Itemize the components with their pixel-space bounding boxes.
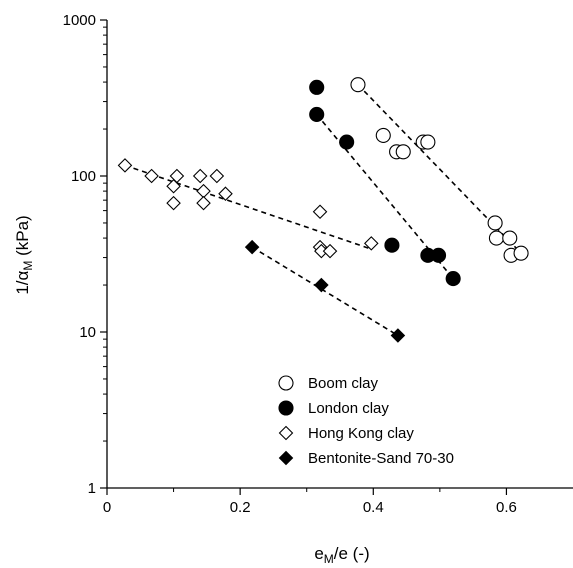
point-hong-kong-clay — [364, 236, 379, 251]
legend: Boom clay London clay Hong Kong clay Benton… — [278, 375, 454, 467]
legend-label-hong-kong-clay: Hong Kong clay — [308, 425, 414, 442]
legend-marker-london-clay — [278, 400, 294, 416]
point-hong-kong-clay — [144, 168, 159, 184]
x-tick-label: 0.6 — [496, 499, 517, 516]
point-hong-kong-clay — [209, 168, 225, 184]
point-hong-kong-clay — [192, 168, 208, 184]
point-hong-kong-clay — [166, 195, 181, 211]
point-boom-clay — [502, 230, 518, 246]
point-london-clay — [430, 247, 447, 263]
legend-marker-hong-kong-clay — [278, 425, 294, 441]
point-boom-clay — [487, 215, 503, 231]
point-boom-clay — [350, 77, 366, 93]
legend-marker-bentonite-sand-70-30 — [278, 450, 294, 466]
point-boom-clay — [513, 245, 529, 261]
point-boom-clay — [420, 134, 436, 150]
point-london-clay — [445, 271, 461, 287]
point-bentonite-sand-70-30 — [390, 328, 406, 343]
point-hong-kong-clay — [312, 204, 328, 220]
legend-label-boom-clay: Boom clay — [308, 375, 379, 392]
point-london-clay — [309, 106, 325, 123]
data-points — [117, 77, 529, 343]
x-tick-label: 0.2 — [230, 499, 251, 516]
trendline-hong-kong-clay — [124, 164, 372, 250]
point-hong-kong-clay — [169, 168, 185, 184]
trendline-bentonite-sand-70-30 — [251, 246, 399, 337]
point-london-clay — [339, 134, 355, 150]
point-london-clay — [309, 79, 325, 95]
x-tick-label: 0 — [103, 499, 111, 516]
y-axis-title: 1/αM (kPa) — [13, 215, 35, 294]
x-axis-title: eM/e (-) — [314, 544, 369, 566]
trendline-boom-clay — [357, 84, 522, 254]
axes: 0 0.2 0.4 0.6 1 10 100 1000 — [63, 12, 573, 516]
point-hong-kong-clay — [117, 158, 133, 173]
point-hong-kong-clay — [218, 186, 233, 201]
y-tick-label: 10 — [79, 324, 96, 341]
y-tick-label: 1 — [88, 480, 96, 497]
point-bentonite-sand-70-30 — [314, 277, 329, 293]
point-boom-clay — [375, 127, 391, 143]
point-london-clay — [384, 237, 400, 253]
legend-label-london-clay: London clay — [308, 400, 389, 417]
point-hong-kong-clay — [196, 195, 211, 211]
trendlines — [124, 84, 522, 337]
legend-label-bentonite-sand-70-30: Bentonite-Sand 70-30 — [308, 450, 454, 467]
legend-marker-boom-clay — [278, 375, 294, 391]
point-hong-kong-clay — [196, 183, 211, 199]
point-boom-clay — [488, 230, 504, 246]
point-bentonite-sand-70-30 — [244, 239, 260, 255]
point-boom-clay — [395, 144, 411, 160]
y-tick-label: 100 — [71, 168, 96, 185]
y-tick-label: 1000 — [63, 12, 96, 29]
point-hong-kong-clay — [322, 243, 338, 259]
x-tick-label: 0.4 — [363, 499, 384, 516]
